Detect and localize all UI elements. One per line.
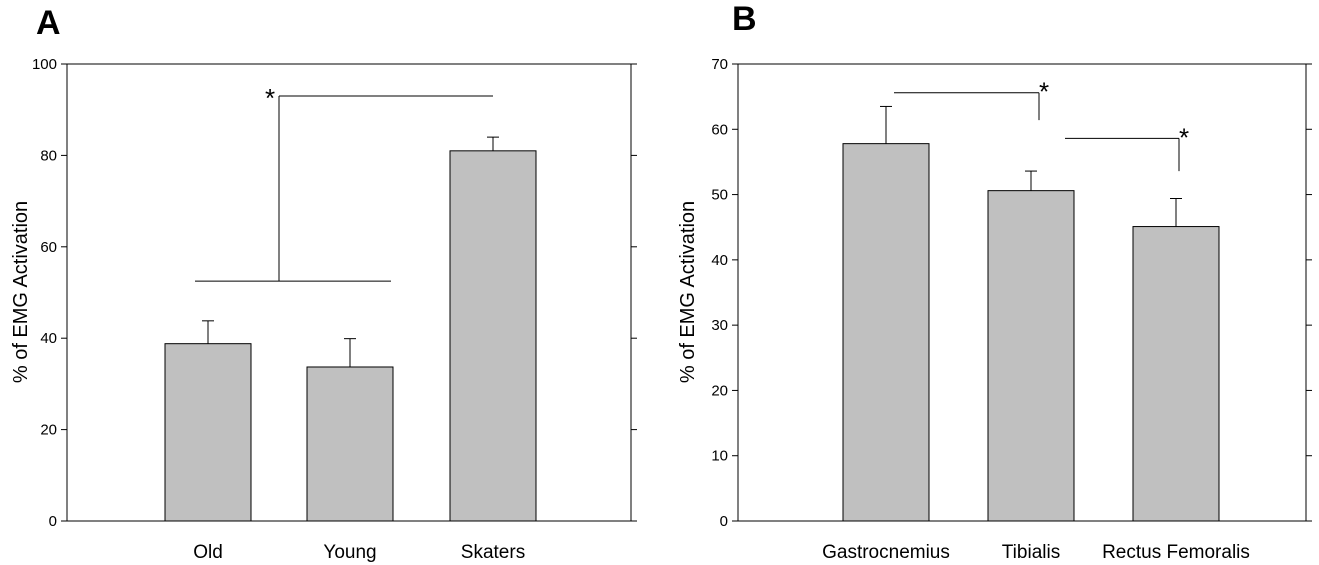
y-axis-title-b: % of EMG Activation [677,201,699,383]
x-category-label: Young [323,542,376,563]
bar [164,343,252,522]
y-tick-label: 0 [49,513,57,530]
y-tick-label: 60 [40,239,57,256]
y-tick-label: 70 [711,56,728,73]
bar [449,150,537,522]
y-tick-label: 40 [711,252,728,269]
significance-star: * [1039,77,1049,107]
bar [306,366,394,522]
x-category-label: Tibialis [1002,542,1060,563]
significance-star: * [265,83,275,113]
y-tick-label: 10 [711,448,728,465]
panel-label-b: B [732,0,757,38]
panel-label-a: A [36,4,61,42]
bar [1132,226,1220,522]
bar [842,143,930,522]
y-tick-label: 20 [40,422,57,439]
significance-star: * [1179,122,1189,152]
x-category-label: Rectus Femoralis [1102,542,1250,563]
plot-area-b: 0 10 20 30 40 50 60 70 Gastrocnemius Tibialis Rect… [711,56,1312,563]
y-tick-label: 80 [40,147,57,164]
y-tick-label: 100 [32,56,57,73]
y-tick-label: 50 [711,187,728,204]
bar [987,190,1075,522]
y-tick-label: 60 [711,121,728,138]
y-tick-label: 20 [711,382,728,399]
y-tick-label: 40 [40,330,57,347]
chart-panel-a: A % of EMG Activation 0 20 40 60 80 100 Old You… [10,4,637,563]
y-tick-label: 30 [711,317,728,334]
x-category-label: Gastrocnemius [822,542,950,563]
chart-panel-b: B % of EMG Activation 0 10 20 30 40 50 60 70 Gas… [677,0,1312,563]
x-category-label: Old [193,542,223,563]
y-axis-title-a: % of EMG Activation [10,201,32,383]
y-tick-label: 0 [720,513,728,530]
plot-area-a: 0 20 40 60 80 100 Old Young Skaters * [32,56,637,563]
x-category-label: Skaters [461,542,525,563]
